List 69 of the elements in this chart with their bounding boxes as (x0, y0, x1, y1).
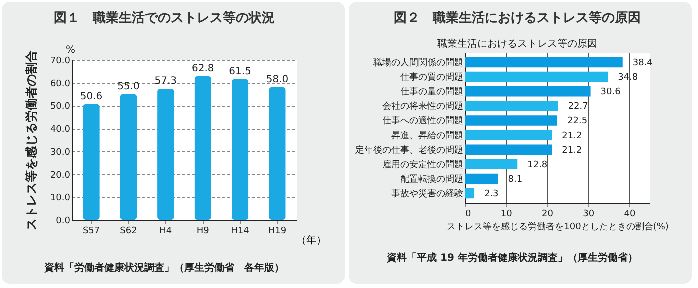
data-label: 22.7 (568, 102, 588, 112)
bar (465, 86, 591, 97)
y-tick-label: 仕事の量の問題 (400, 86, 464, 98)
text: 資料「労働者健康状況調査」（厚生労働省 各年版） (44, 262, 284, 274)
data-label: 21.2 (562, 131, 582, 142)
x-tick-label: S62 (120, 226, 138, 236)
x-tick-label: 0 (466, 210, 472, 220)
y-tick-label: 20.0 (50, 170, 71, 181)
x-tick-label: 20 (542, 210, 554, 220)
bar (465, 101, 558, 112)
bar (120, 94, 138, 220)
data-label: 62.8 (192, 63, 214, 74)
x-tick-label: H9 (196, 226, 210, 236)
bar (232, 79, 249, 220)
data-label: 22.5 (568, 116, 588, 127)
text: 資料「平成 19 年労働者健康状況調査」（厚生労働省） (386, 252, 638, 264)
data-label: 2.3 (484, 190, 499, 200)
data-label: 50.6 (80, 91, 103, 102)
data-label: 38.4 (632, 58, 654, 68)
y-tick-label: 雇用の安定性の問題 (382, 159, 464, 170)
x-tick-label: H19 (268, 226, 287, 236)
y-tick-label: 定年後の仕事、老後の問題 (356, 144, 464, 156)
x-tick-label: 30 (583, 210, 595, 220)
x-axis-title: ストレス等を感じる労働者を100としたときの割合(%) (447, 222, 669, 232)
y-axis-title: ストレス等を感じる労働者の割合 (24, 50, 38, 230)
bar (465, 188, 474, 199)
bar (465, 116, 558, 126)
y-tick-label: 40.0 (50, 125, 71, 136)
chart-title: 図１ 職業生活でのストレス等の状況 (54, 10, 275, 26)
data-label: 8.1 (508, 174, 523, 185)
x-axis-title: （年） (296, 234, 326, 246)
y-tick-label: 仕事への適性の問題 (382, 116, 464, 127)
bar (465, 57, 623, 68)
data-label: 57.3 (154, 76, 178, 88)
x-tick-label: 10 (500, 210, 513, 220)
x-tick-label: H4 (160, 226, 172, 236)
x-tick-label: 40 (624, 210, 636, 220)
bar (465, 174, 498, 184)
y-tick-label: 10.0 (50, 194, 71, 204)
bar (194, 76, 212, 220)
y-tick-label: 30.0 (50, 148, 71, 158)
text: % (66, 45, 76, 56)
y-tick-label: 仕事の質の問題 (400, 72, 464, 84)
data-label: 21.2 (562, 146, 582, 156)
data-label: 61.5 (229, 66, 252, 78)
x-tick-label: S57 (82, 226, 100, 236)
bar (83, 104, 100, 220)
bar (465, 130, 552, 140)
data-label: 12.8 (528, 160, 548, 170)
y-tick-label: 事故や災害の経験 (392, 188, 464, 200)
y-tick-label: 50.0 (50, 102, 71, 112)
y-tick-label: 70.0 (50, 56, 71, 66)
bar (269, 87, 286, 220)
bar (465, 144, 552, 155)
bar (465, 159, 518, 170)
x-tick-label: H14 (231, 226, 250, 236)
chart-subtitle: 職業生活におけるストレス等の原因 (438, 38, 598, 50)
bar (158, 89, 174, 220)
y-tick-label: 職場の人間関係の問題 (374, 57, 464, 68)
y-tick-label: 配置転換の問題 (400, 174, 464, 185)
data-label: 55.0 (118, 81, 140, 92)
data-label: 30.6 (600, 88, 622, 98)
bar (465, 72, 608, 82)
y-tick-label: 60.0 (50, 79, 71, 90)
data-label: 58.0 (266, 74, 289, 86)
y-tick-label: 昇進、昇給の問題 (392, 130, 464, 142)
chart-title: 図２ 職業生活におけるストレス等の原因 (394, 10, 641, 26)
y-tick-label: 0.0 (56, 216, 71, 226)
y-tick-label: 会社の将来性の問題 (382, 101, 464, 112)
